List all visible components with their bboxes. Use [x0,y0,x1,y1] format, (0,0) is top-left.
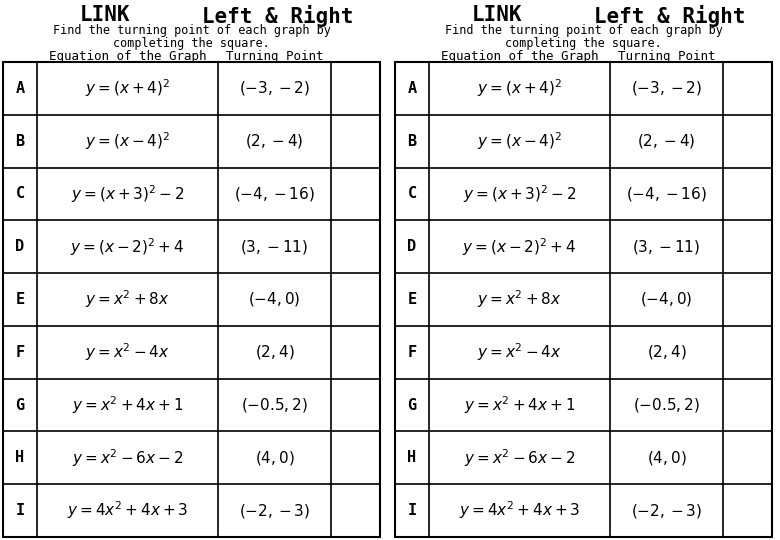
Text: $y = (x + 4)^2$: $y = (x + 4)^2$ [477,78,562,99]
Text: C: C [407,186,417,201]
Text: $y = (x - 4)^2$: $y = (x - 4)^2$ [85,130,170,152]
Text: $(4, 0)$: $(4, 0)$ [254,449,294,467]
Text: completing the square.: completing the square. [113,37,270,50]
Text: $(2, 4)$: $(2, 4)$ [647,343,686,361]
Text: LINK: LINK [80,5,130,25]
Text: F: F [16,345,24,360]
Text: $(2, -4)$: $(2, -4)$ [637,132,696,150]
Text: C: C [16,186,24,201]
Text: Turning Point: Turning Point [618,50,715,63]
Text: Turning Point: Turning Point [225,50,323,63]
Text: $(3, -11)$: $(3, -11)$ [633,238,700,256]
Text: F: F [407,345,417,360]
Text: $y = (x - 2)^2 + 4$: $y = (x - 2)^2 + 4$ [70,236,185,258]
Text: A: A [16,81,24,96]
Text: D: D [16,239,24,254]
Bar [3,62,380,537]
Text: D: D [407,239,417,254]
Text: Equation of the Graph: Equation of the Graph [441,50,598,63]
Text: Find the turning point of each graph by: Find the turning point of each graph by [52,24,331,37]
Text: A: A [407,81,417,96]
Text: $y = x^2 + 8x$: $y = x^2 + 8x$ [85,289,170,310]
Text: $y = (x - 2)^2 + 4$: $y = (x - 2)^2 + 4$ [463,236,576,258]
Text: E: E [16,292,24,307]
Text: $y = 4x^2 + 4x + 3$: $y = 4x^2 + 4x + 3$ [459,500,580,522]
Text: $y = (x + 4)^2$: $y = (x + 4)^2$ [85,78,170,99]
Text: $(3, -11)$: $(3, -11)$ [240,238,309,256]
Text: $y = (x + 3)^2 - 2$: $y = (x + 3)^2 - 2$ [70,183,184,205]
Text: $y = x^2 + 4x + 1$: $y = x^2 + 4x + 1$ [72,394,183,416]
Text: $(-0.5, 2)$: $(-0.5, 2)$ [241,396,308,414]
Text: $y = x^2 + 8x$: $y = x^2 + 8x$ [477,289,562,310]
Text: Find the turning point of each graph by: Find the turning point of each graph by [445,24,722,37]
Text: $(-4, -16)$: $(-4, -16)$ [626,185,707,203]
Text: $y = 4x^2 + 4x + 3$: $y = 4x^2 + 4x + 3$ [66,500,188,522]
Text: $(-3, -2)$: $(-3, -2)$ [239,79,310,97]
Text: Equation of the Graph: Equation of the Graph [48,50,206,63]
Text: $(2, -4)$: $(2, -4)$ [245,132,303,150]
Text: G: G [407,397,417,413]
Text: $y = x^2 - 6x - 2$: $y = x^2 - 6x - 2$ [72,447,183,469]
Text: $(-2, -3)$: $(-2, -3)$ [631,502,702,519]
Text: H: H [407,450,417,465]
Text: $(4, 0)$: $(4, 0)$ [647,449,686,467]
Text: $y = (x - 4)^2$: $y = (x - 4)^2$ [477,130,562,152]
Text: I: I [16,503,24,518]
Text: $(-4, 0)$: $(-4, 0)$ [640,291,693,308]
Text: $(-4, -16)$: $(-4, -16)$ [234,185,315,203]
Text: H: H [16,450,24,465]
Text: $y = (x + 3)^2 - 2$: $y = (x + 3)^2 - 2$ [463,183,576,205]
Text: G: G [16,397,24,413]
Text: LINK: LINK [472,5,522,25]
Text: B: B [407,134,417,148]
Text: $(-0.5, 2)$: $(-0.5, 2)$ [633,396,700,414]
Text: Left & Right: Left & Right [203,5,354,27]
Text: $y = x^2 - 4x$: $y = x^2 - 4x$ [477,341,562,363]
Text: $(2, 4)$: $(2, 4)$ [254,343,294,361]
Text: $y = x^2 - 6x - 2$: $y = x^2 - 6x - 2$ [463,447,575,469]
Text: $(-4, 0)$: $(-4, 0)$ [248,291,301,308]
Text: $y = x^2 + 4x + 1$: $y = x^2 + 4x + 1$ [463,394,575,416]
Text: $(-2, -3)$: $(-2, -3)$ [239,502,310,519]
Bar [395,62,772,537]
Text: B: B [16,134,24,148]
Text: completing the square.: completing the square. [505,37,662,50]
Text: $y = x^2 - 4x$: $y = x^2 - 4x$ [85,341,170,363]
Text: $(-3, -2)$: $(-3, -2)$ [631,79,702,97]
Text: Left & Right: Left & Right [594,5,746,27]
Text: E: E [407,292,417,307]
Text: I: I [407,503,417,518]
